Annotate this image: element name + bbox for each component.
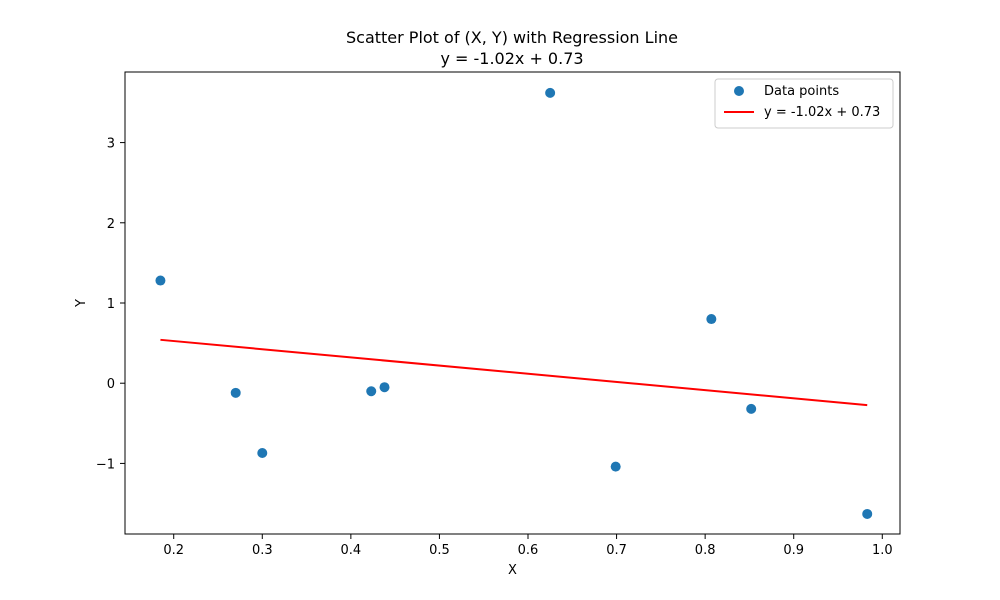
x-tick-label: 0.2	[163, 543, 184, 558]
x-axis-label: X	[508, 563, 517, 578]
y-tick-label: 0	[107, 377, 115, 392]
y-tick-label: −1	[96, 457, 115, 472]
x-tick-label: 0.5	[429, 543, 450, 558]
data-point	[230, 387, 241, 398]
x-axis-ticks: 0.2 0.3 0.4 0.5 0.6 0.7 0.8 0.9 1.0	[163, 534, 893, 558]
x-tick-label: 0.6	[518, 543, 539, 558]
x-tick-label: 0.7	[606, 543, 627, 558]
y-tick-label: 3	[107, 137, 115, 152]
legend-label-data-points: Data points	[764, 84, 839, 99]
series-layer	[155, 87, 873, 519]
data-point	[610, 461, 621, 472]
chart-subtitle: y = -1.02x + 0.73	[440, 49, 583, 68]
data-point	[379, 382, 390, 393]
x-tick-label: 0.8	[695, 543, 716, 558]
x-tick-label: 1.0	[872, 543, 893, 558]
data-point	[545, 87, 556, 98]
y-axis-label: Y	[74, 299, 89, 308]
data-point	[706, 314, 717, 325]
x-tick-label: 0.3	[252, 543, 273, 558]
legend-marker-data-points	[734, 86, 744, 96]
x-tick-label: 0.4	[341, 543, 362, 558]
data-point	[746, 403, 757, 414]
data-point	[862, 508, 873, 519]
data-point	[366, 386, 377, 397]
y-tick-label: 2	[107, 217, 115, 232]
data-point	[257, 447, 268, 458]
data-point	[155, 275, 166, 286]
legend: Data points y = -1.02x + 0.73	[714, 78, 894, 129]
legend-label-regression-line: y = -1.02x + 0.73	[764, 105, 880, 120]
x-tick-label: 0.9	[783, 543, 804, 558]
y-tick-label: 1	[107, 297, 115, 312]
plot-frame	[124, 71, 901, 535]
y-axis-ticks: −1 0 1 2 3	[96, 137, 125, 472]
legend-box	[714, 78, 894, 129]
chart-title: Scatter Plot of (X, Y) with Regression L…	[346, 28, 678, 47]
regression-line	[160, 338, 868, 407]
